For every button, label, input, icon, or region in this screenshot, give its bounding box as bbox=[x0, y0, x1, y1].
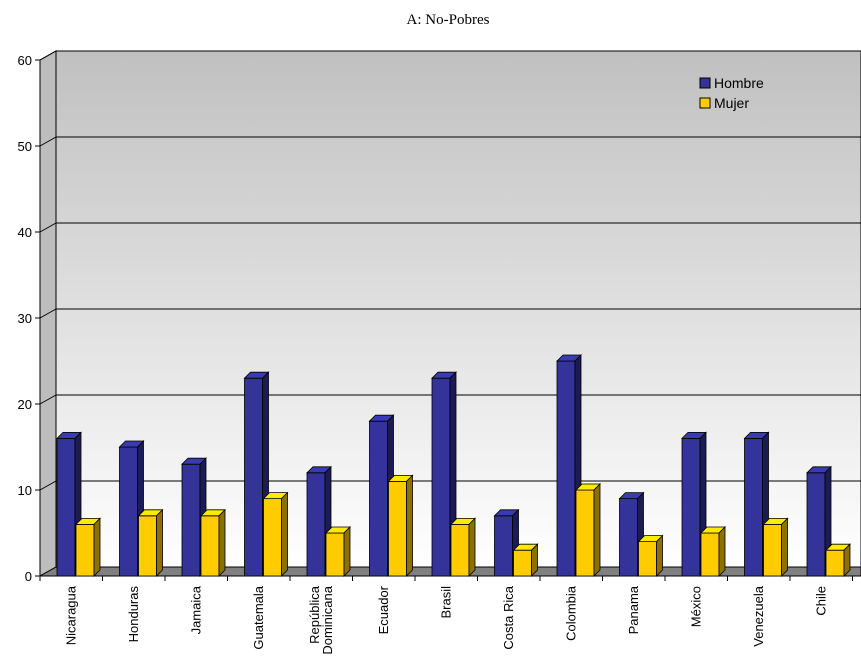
gridline-side bbox=[39, 136, 57, 147]
bar-mujer-front bbox=[75, 524, 95, 577]
bar-mujer-side bbox=[281, 491, 288, 577]
gridline-side bbox=[39, 394, 57, 405]
category-label: Chile bbox=[813, 586, 828, 616]
category-label: Venezuela bbox=[751, 585, 766, 646]
gridline-side bbox=[39, 308, 57, 319]
chart-title: A: No-Pobres bbox=[407, 12, 490, 28]
bar-mujer bbox=[825, 543, 851, 577]
bar-mujer-side bbox=[156, 508, 163, 577]
category-label: Brasil bbox=[438, 586, 453, 619]
bar-hombre-front bbox=[244, 377, 263, 577]
bar-mujer-front bbox=[513, 549, 532, 577]
bar-mujer bbox=[762, 517, 789, 577]
category-label: Panama bbox=[626, 585, 641, 634]
category-label: Colombia bbox=[563, 585, 578, 641]
category-label: Guatemala bbox=[251, 585, 266, 649]
gridline-side bbox=[39, 480, 57, 491]
legend-label: Hombre bbox=[714, 75, 764, 91]
category-label: Jamaica bbox=[188, 585, 203, 634]
bar-hombre-front bbox=[494, 515, 513, 577]
legend-swatch bbox=[699, 77, 711, 89]
category-label: Nicaragua bbox=[63, 585, 78, 645]
bar-hombre bbox=[618, 491, 645, 577]
bar-mujer-front bbox=[825, 549, 845, 577]
bar-mujer-side bbox=[718, 526, 726, 577]
y-tick-label: 50 bbox=[18, 139, 32, 154]
y-tick-label: 60 bbox=[18, 53, 32, 68]
bar-mujer-front bbox=[200, 515, 220, 577]
bar-mujer-side bbox=[468, 517, 476, 577]
bar-mujer-front bbox=[575, 489, 595, 577]
bar-hombre-front bbox=[744, 437, 763, 577]
bar-hombre-front bbox=[56, 437, 76, 577]
bar-mujer bbox=[450, 517, 476, 577]
bar-mujer-front bbox=[763, 524, 782, 577]
bar-mujer bbox=[75, 517, 101, 577]
legend: Hombre Mujer bbox=[699, 75, 764, 111]
legend-label: Mujer bbox=[714, 95, 749, 111]
bar-hombre-front bbox=[619, 498, 638, 577]
bar-mujer bbox=[325, 526, 351, 577]
bar-mujer bbox=[137, 508, 164, 577]
category-label: México bbox=[688, 586, 703, 627]
bar-mujer bbox=[262, 491, 289, 577]
bar-mujer-front bbox=[388, 480, 407, 577]
bar-mujer-front bbox=[263, 498, 282, 577]
bar-hombre-front bbox=[119, 446, 138, 577]
y-tick-label: 40 bbox=[18, 225, 32, 240]
category-label: Honduras bbox=[126, 586, 141, 643]
bar-mujer-side bbox=[93, 517, 101, 577]
bar-mujer-side bbox=[656, 534, 663, 577]
bar-mujer bbox=[575, 483, 601, 577]
category-label: República bbox=[307, 585, 322, 644]
bar-mujer-side bbox=[843, 543, 851, 577]
bar-hombre-front bbox=[806, 472, 826, 577]
bar-mujer-front bbox=[325, 532, 345, 577]
legend-swatch bbox=[699, 97, 711, 109]
bar-mujer bbox=[512, 543, 539, 577]
bar-mujer-side bbox=[218, 508, 226, 577]
bar-mujer-front bbox=[138, 515, 157, 577]
bar-mujer bbox=[637, 534, 664, 577]
bar-hombre-front bbox=[306, 472, 326, 577]
bar-mujer-side bbox=[593, 483, 601, 577]
bar-mujer-side bbox=[781, 517, 788, 577]
bar-mujer bbox=[200, 508, 226, 577]
bar-hombre-front bbox=[369, 420, 388, 577]
category-label: Ecuador bbox=[376, 585, 391, 634]
category-label: Dominicana bbox=[320, 585, 335, 654]
y-tick-label: 10 bbox=[18, 483, 32, 498]
category-label: Costa Rica bbox=[501, 585, 516, 649]
bar-mujer-side bbox=[531, 543, 538, 577]
bar-mujer bbox=[387, 474, 414, 577]
y-tick-label: 20 bbox=[18, 397, 32, 412]
bar-mujer-front bbox=[700, 532, 720, 577]
y-tick-label: 0 bbox=[25, 569, 32, 584]
bar-mujer-front bbox=[638, 541, 657, 577]
bar-hombre-front bbox=[431, 377, 451, 577]
bar-hombre-front bbox=[556, 360, 576, 577]
y-tick-label: 30 bbox=[18, 311, 32, 326]
bar-hombre-front bbox=[681, 437, 701, 577]
bar-hombre-front bbox=[181, 463, 201, 577]
bar-mujer-side bbox=[406, 474, 413, 577]
gridline-side bbox=[39, 50, 57, 61]
bar-mujer-front bbox=[450, 524, 470, 577]
gridline-side bbox=[39, 222, 57, 233]
bar-mujer bbox=[700, 526, 726, 577]
bar-mujer-side bbox=[343, 526, 351, 577]
